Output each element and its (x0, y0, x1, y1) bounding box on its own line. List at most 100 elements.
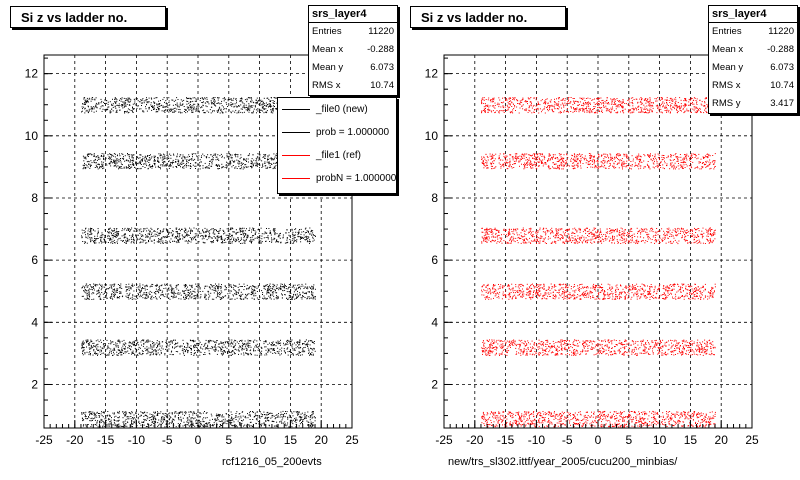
data-point (235, 292, 237, 294)
data-point (304, 340, 306, 342)
data-point (306, 344, 308, 346)
data-point (245, 166, 247, 168)
data-point (204, 98, 206, 100)
data-point (300, 346, 302, 348)
data-point (156, 97, 158, 99)
data-point (93, 241, 94, 243)
data-point (83, 164, 85, 166)
data-point (175, 411, 177, 413)
data-point (169, 164, 171, 166)
data-point (241, 340, 243, 342)
data-point (309, 340, 311, 342)
data-point (132, 157, 134, 159)
data-point (218, 285, 220, 287)
data-point (207, 423, 209, 425)
data-point (241, 228, 243, 230)
data-point (237, 231, 239, 233)
data-point (113, 159, 115, 161)
data-point (238, 165, 240, 167)
data-point (251, 353, 252, 355)
data-point (190, 231, 191, 233)
data-point (196, 354, 197, 356)
data-point (200, 421, 202, 423)
data-point (121, 230, 123, 232)
data-point (162, 236, 164, 238)
data-point (86, 346, 87, 348)
data-point (211, 163, 213, 165)
data-point (146, 339, 148, 341)
data-point (119, 340, 121, 342)
data-point (90, 166, 91, 168)
data-point (248, 230, 250, 231)
data-point (113, 419, 115, 421)
data-point (116, 158, 118, 160)
data-point (195, 295, 197, 297)
data-point (208, 167, 210, 169)
data-point (93, 414, 95, 416)
data-point (195, 228, 197, 230)
data-point (230, 345, 232, 347)
data-point (272, 352, 274, 354)
data-point (213, 346, 215, 348)
data-point (95, 238, 97, 240)
data-point (127, 347, 129, 349)
data-point (289, 426, 291, 428)
data-point (146, 289, 148, 290)
data-point (132, 236, 134, 237)
data-point (109, 158, 111, 160)
data-point (116, 290, 118, 291)
data-point (273, 101, 275, 102)
data-point (311, 292, 312, 294)
data-point (298, 341, 300, 343)
data-point (152, 166, 154, 167)
data-point (259, 104, 261, 106)
data-point (89, 420, 91, 422)
data-point (88, 289, 89, 291)
data-point (294, 349, 296, 351)
data-point (229, 284, 231, 286)
data-point (234, 154, 236, 156)
data-point (84, 286, 86, 288)
data-point (103, 423, 105, 425)
data-point (124, 342, 126, 344)
data-point (140, 108, 142, 110)
data-point (241, 422, 243, 424)
data-point (311, 348, 313, 350)
data-point (162, 106, 164, 108)
data-point (255, 109, 257, 111)
data-point (123, 339, 125, 341)
data-point (200, 347, 202, 349)
data-point (196, 414, 198, 416)
data-point (235, 340, 237, 342)
data-point (147, 101, 149, 103)
data-point (140, 424, 142, 426)
data-point (195, 242, 197, 244)
data-point (135, 235, 136, 237)
data-point (258, 229, 260, 231)
data-point (265, 285, 267, 287)
data-point (126, 229, 128, 231)
data-point (276, 161, 277, 163)
data-point (258, 237, 260, 238)
data-point (308, 286, 310, 288)
data-point (265, 420, 266, 422)
data-point (228, 341, 230, 343)
data-point (243, 237, 245, 239)
data-point (310, 229, 312, 231)
data-point (274, 158, 275, 160)
data-point (241, 298, 243, 300)
data-point (219, 286, 221, 288)
data-point (266, 284, 268, 286)
data-point (228, 286, 230, 288)
data-point (211, 98, 213, 100)
data-point (133, 342, 135, 343)
data-point (264, 354, 266, 356)
data-point (170, 286, 172, 288)
data-point (264, 297, 266, 299)
data-point (305, 235, 307, 237)
data-point (171, 421, 173, 422)
data-point (118, 232, 119, 234)
data-point (264, 165, 266, 167)
data-point (261, 235, 263, 237)
data-point (295, 417, 297, 419)
